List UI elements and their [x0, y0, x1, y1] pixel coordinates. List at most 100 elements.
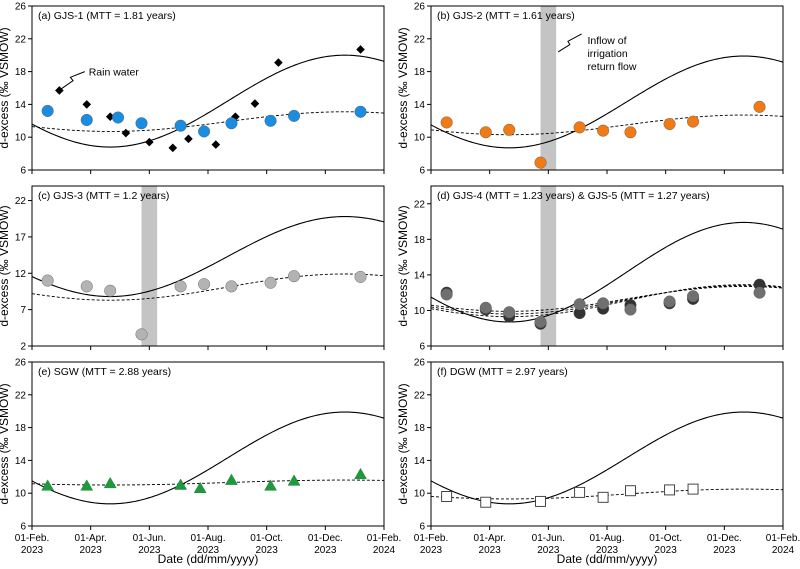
panel-title: (b) GJS-2 (MTT = 1.61 years) [437, 10, 575, 22]
irrigation-band [540, 186, 557, 346]
panel-title: (a) GJS-1 (MTT = 1.81 years) [38, 10, 176, 22]
rain-water-curve [431, 411, 783, 505]
y-tick-label: 6 [20, 522, 26, 533]
y-tick-label: 6 [419, 342, 425, 353]
y-axis-title: d-excess (‰ VSMOW) [396, 205, 410, 326]
x-tick-label: 01-Aug. [589, 533, 624, 544]
data-point [441, 491, 453, 502]
y-tick-label: 18 [15, 423, 27, 434]
irrigation-pointer [557, 33, 582, 53]
x-tick-label: 01-Dec. [707, 533, 742, 544]
x-tick-year: 2023 [537, 545, 560, 556]
data-point [753, 286, 766, 299]
x-tick-year: 2023 [314, 545, 337, 556]
data-point [664, 484, 676, 496]
series-gjs-3 [41, 270, 367, 341]
y-tick-label: 10 [414, 306, 426, 317]
data-point [225, 117, 238, 130]
x-tick-label: 01-Oct. [250, 533, 283, 544]
data-point [687, 290, 700, 303]
y-tick-label: 22 [15, 34, 27, 45]
curves [32, 215, 384, 301]
curves [32, 54, 384, 148]
panel-title: (d) GJS-4 (MTT = 1.23 years) & GJS-5 (MT… [437, 190, 710, 202]
y-tick-label: 14 [414, 100, 426, 111]
data-point [480, 496, 492, 508]
series-gjs-1 [41, 104, 367, 138]
panel-frame [31, 5, 385, 171]
y-tick-label: 2 [20, 342, 26, 353]
y-tick-label: 18 [414, 235, 426, 246]
annotation-text: Rain water [89, 67, 140, 79]
rain-water-curve [32, 215, 384, 298]
data-point [624, 303, 637, 316]
fitted-curve [32, 111, 384, 132]
y-axis-title: d-excess (‰ VSMOW) [0, 205, 11, 326]
data-point [288, 109, 301, 122]
data-point [687, 483, 699, 495]
data-point [82, 100, 92, 109]
annotation-text: Inflow of [587, 35, 626, 47]
data-point [687, 115, 700, 128]
curves [32, 411, 384, 505]
x-tick-label: 01-Aug. [190, 533, 225, 544]
data-point [573, 298, 586, 311]
panel-c: 2 7 12 17 22 d-excess (‰ VSMOW) (c) GJS-3 (MTT… [0, 185, 385, 353]
x-tick-year: 2023 [21, 545, 44, 556]
irrigation-band [141, 186, 158, 346]
data-point [104, 284, 117, 297]
x-tick-year: 2023 [596, 545, 619, 556]
x-tick-year: 2023 [713, 545, 736, 556]
data-point [184, 134, 193, 144]
y-tick-label: 26 [15, 2, 27, 13]
data-point [356, 45, 365, 54]
data-point [41, 274, 54, 287]
y-tick-label: 18 [15, 67, 27, 78]
series-rain-water [55, 45, 365, 153]
data-point [597, 297, 610, 310]
data-point [274, 58, 283, 67]
data-point [663, 118, 676, 131]
data-point [264, 114, 277, 127]
series-gjs-2 [440, 100, 766, 169]
x-tick-year: 2023 [256, 545, 279, 556]
data-point [135, 117, 148, 130]
data-point [753, 100, 766, 113]
y-tick-label: 22 [15, 390, 27, 401]
data-point [503, 123, 516, 136]
rain-water-curve [431, 221, 783, 323]
rain-water-curve [431, 55, 783, 149]
y-tick-label: 22 [414, 390, 426, 401]
data-point [479, 301, 492, 314]
data-point [41, 479, 54, 491]
irrigation-band [540, 6, 557, 170]
data-point [663, 295, 676, 308]
data-point [597, 124, 610, 137]
data-point [225, 473, 238, 485]
y-tick-label: 10 [15, 133, 27, 144]
y-tick-label: 26 [15, 358, 27, 369]
x-tick-year: 2024 [373, 545, 396, 556]
x-tick-label: 01-Apr. [474, 533, 506, 544]
x-tick-year: 2023 [420, 545, 443, 556]
series-gjs-5 [440, 286, 766, 329]
y-tick-label: 18 [414, 423, 426, 434]
data-point [225, 280, 238, 293]
data-point [174, 119, 187, 132]
data-point [503, 306, 516, 319]
data-point [80, 479, 94, 491]
x-axis-title-right: Date (dd/mm/yyyy) [557, 552, 658, 566]
rain-water-curve [32, 54, 384, 148]
data-point [41, 104, 54, 117]
data-point [625, 485, 636, 497]
data-point [211, 140, 221, 149]
panel-a: 6 10 14 18 22 26 d-excess (‰ VSMOW) (a) GJS-1 (… [0, 2, 385, 177]
series-dgw [441, 483, 699, 508]
x-tick-year: 2023 [80, 545, 103, 556]
y-tick-label: 14 [15, 100, 27, 111]
y-tick-label: 14 [414, 456, 426, 467]
x-tick-label: 01-Feb. [414, 533, 448, 544]
data-point [440, 116, 453, 129]
y-tick-label: 12 [15, 269, 27, 280]
